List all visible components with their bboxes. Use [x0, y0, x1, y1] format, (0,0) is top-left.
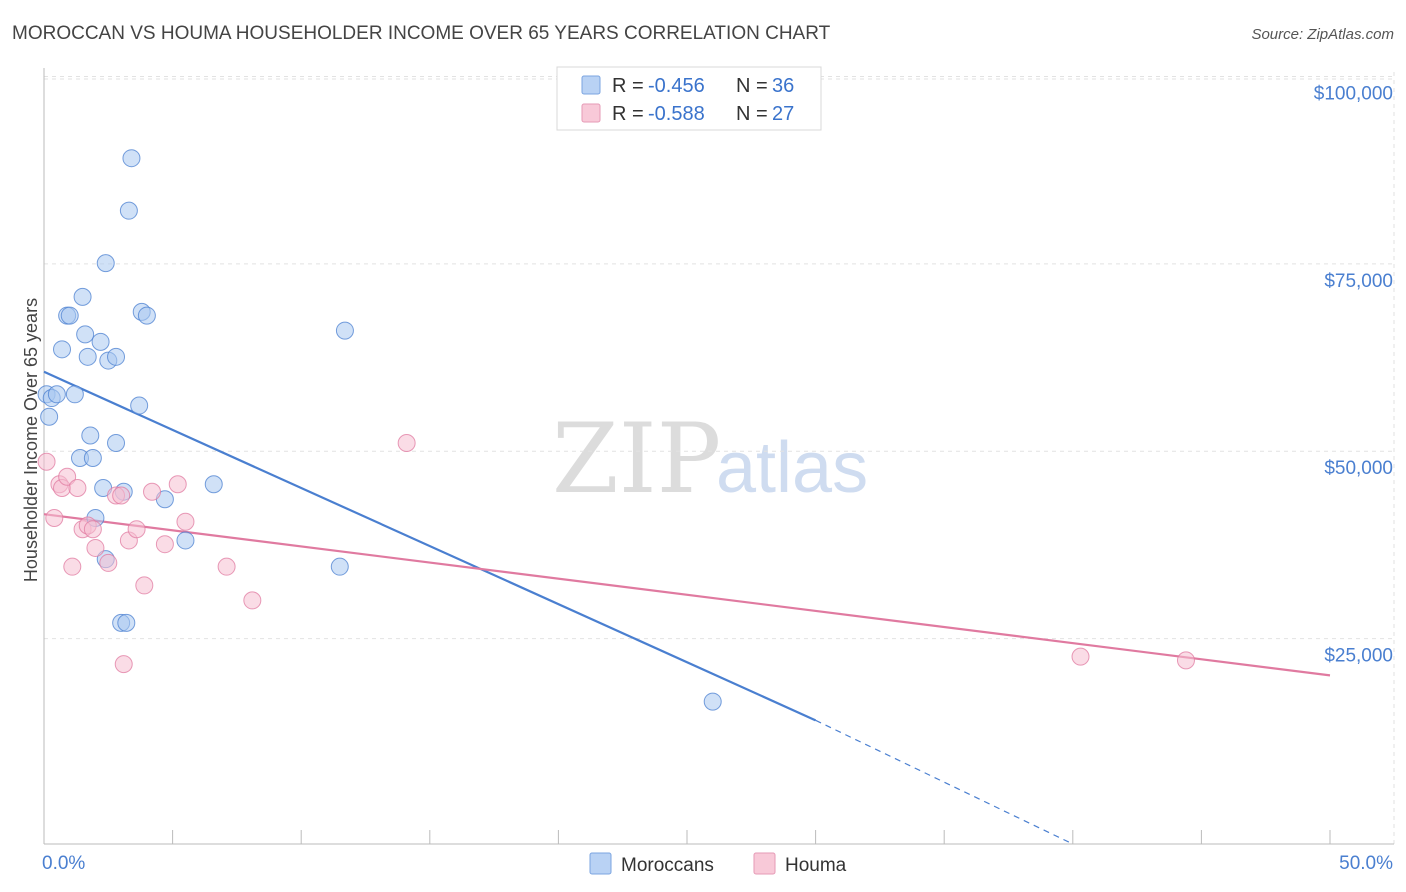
legend-n-value-houma: 27: [772, 103, 794, 125]
moroccan-point: [137, 306, 156, 325]
moroccan-point: [73, 287, 92, 306]
series-label-houma: Houma: [785, 855, 847, 876]
moroccan-point: [78, 347, 97, 366]
legend-swatch-houma: [581, 103, 601, 123]
moroccan-point: [130, 396, 149, 415]
series-label-moroccans: Moroccans: [621, 855, 714, 876]
houma-point: [1071, 647, 1090, 666]
legend-r-value-houma: -0.588: [648, 103, 705, 125]
watermark: ZIP atlas: [552, 403, 868, 515]
x-tick-label: 50.0%: [1339, 853, 1393, 874]
watermark-zip: ZIP: [552, 403, 721, 515]
legend-r-value-moroccans: -0.456: [648, 75, 705, 97]
legend-n-value-moroccans: 36: [772, 75, 794, 97]
houma-point: [217, 557, 236, 576]
data-points: [37, 149, 1195, 711]
moroccan-point: [53, 340, 72, 359]
houma-point: [63, 557, 82, 576]
houma-point: [37, 452, 56, 471]
houma-point: [83, 520, 102, 539]
legend-r-label-moroccans: R =: [612, 75, 644, 97]
moroccan-trend-extension: [815, 719, 1074, 845]
moroccan-point: [65, 385, 84, 404]
houma-point: [127, 520, 146, 539]
trend-lines: [43, 370, 1331, 845]
houma-point: [114, 655, 133, 674]
moroccan-point: [703, 692, 722, 711]
houma-point: [155, 535, 174, 554]
moroccan-point: [330, 557, 349, 576]
moroccan-point: [81, 426, 100, 445]
houma-point: [135, 576, 154, 595]
y-tick-label: $100,000: [1314, 83, 1393, 104]
moroccan-point: [47, 385, 66, 404]
houma-point: [243, 591, 262, 610]
houma-point: [397, 434, 416, 453]
moroccan-point: [107, 347, 126, 366]
moroccan-trend-line: [43, 370, 817, 722]
moroccan-point: [204, 475, 223, 494]
series-swatch-moroccans: [589, 852, 612, 875]
y-tick-label: $25,000: [1324, 646, 1393, 667]
y-axis-label: Householder Income Over 65 years: [21, 298, 41, 582]
moroccan-point: [83, 449, 102, 467]
moroccan-point: [76, 325, 95, 344]
houma-point: [143, 482, 162, 501]
moroccan-point: [107, 434, 126, 453]
legend: R = -0.456 N = 36 R = -0.588 N = 27: [556, 66, 822, 131]
x-tick-label: 0.0%: [42, 853, 85, 874]
series-swatch-houma: [753, 852, 776, 875]
legend-swatch-moroccans: [581, 75, 601, 95]
moroccan-point: [60, 306, 79, 325]
legend-n-label-moroccans: N =: [736, 75, 768, 97]
houma-point: [112, 486, 131, 505]
houma-point: [86, 538, 105, 557]
legend-n-label-houma: N =: [736, 103, 768, 125]
tick-labels: $100,000 $75,000 $50,000 $25,000 0.0% 50.0%: [42, 83, 1393, 874]
houma-point: [99, 553, 118, 572]
houma-point: [68, 478, 87, 497]
legend-r-label-houma: R =: [612, 103, 644, 125]
legend-box: [556, 66, 822, 131]
series-legend: Moroccans Houma: [589, 852, 847, 876]
houma-point: [168, 475, 187, 494]
watermark-atlas: atlas: [716, 428, 868, 508]
moroccan-point: [117, 613, 136, 632]
y-tick-label: $75,000: [1324, 271, 1393, 292]
moroccan-point: [40, 407, 59, 426]
moroccan-point: [176, 531, 195, 550]
chart-title: MOROCCAN VS HOUMA HOUSEHOLDER INCOME OVE…: [12, 23, 831, 44]
moroccan-point: [96, 254, 115, 273]
houma-point: [1176, 651, 1195, 670]
y-tick-label: $50,000: [1324, 458, 1393, 479]
moroccan-point: [119, 201, 138, 220]
houma-point: [58, 467, 77, 486]
houma-trend-line: [43, 513, 1331, 677]
houma-point: [45, 508, 64, 527]
moroccan-point: [335, 321, 354, 340]
chart-source: Source: ZipAtlas.com: [1251, 26, 1394, 43]
moroccan-point: [91, 332, 110, 351]
houma-point: [176, 512, 195, 531]
moroccan-point: [122, 149, 141, 168]
